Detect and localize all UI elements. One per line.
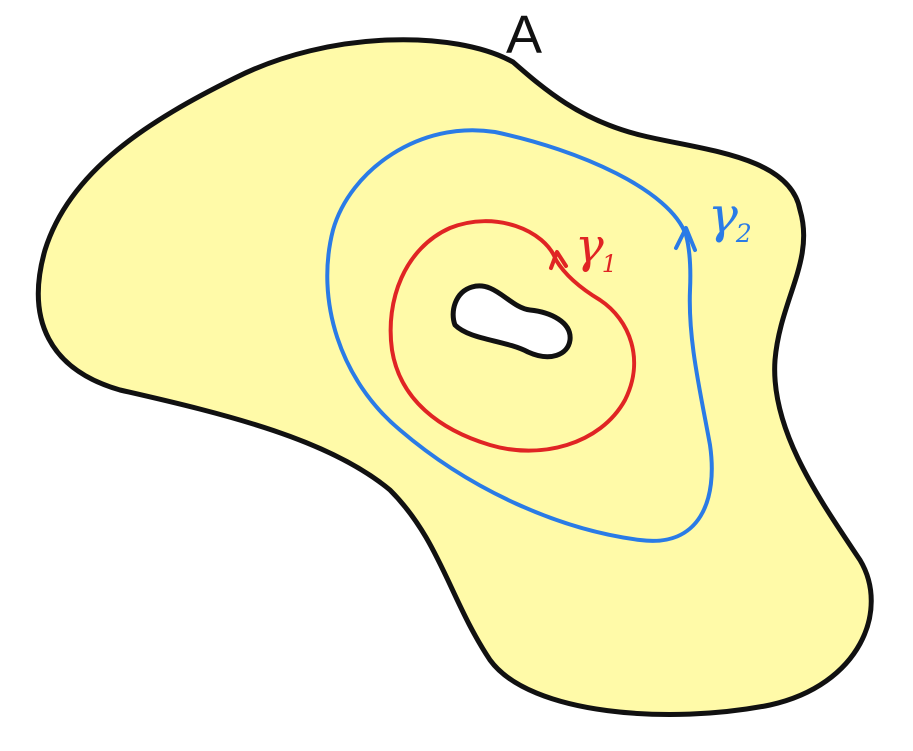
gamma-1-subscript: 1 [601, 250, 617, 278]
gamma-2-symbol: γ [708, 186, 738, 244]
gamma-1-arrowhead [549, 250, 568, 270]
region-a [35, 37, 874, 717]
gamma-1-symbol: γ [575, 218, 604, 274]
gamma-2-subscript: 2 [735, 219, 752, 248]
gamma-2-arrowhead [674, 226, 697, 252]
curve-gamma-2 [325, 128, 714, 543]
gamma-2-label: γ2 [708, 190, 752, 246]
region-label-a: A [506, 5, 543, 65]
curve-gamma-1 [388, 219, 637, 453]
gamma-1-label: γ1 [575, 222, 617, 276]
